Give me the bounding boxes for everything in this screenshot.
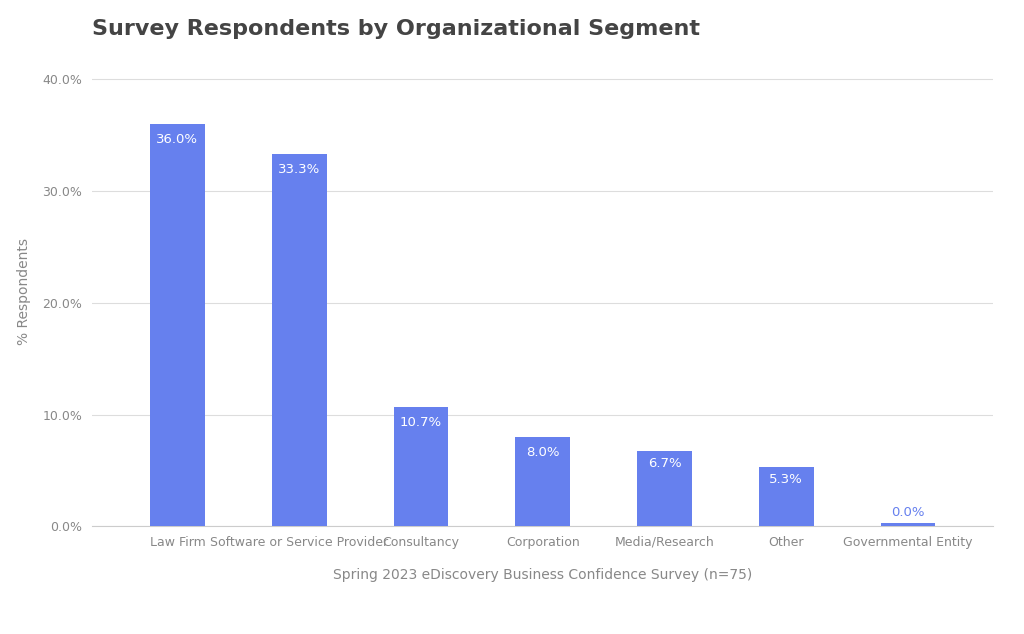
Text: 33.3%: 33.3% [279,163,321,176]
Bar [393,406,449,526]
Bar [150,124,205,526]
Bar [759,467,814,526]
Text: 36.0%: 36.0% [157,133,199,146]
Y-axis label: % Respondents: % Respondents [17,238,32,345]
Text: 5.3%: 5.3% [769,472,803,486]
X-axis label: Spring 2023 eDiscovery Business Confidence Survey (n=75): Spring 2023 eDiscovery Business Confiden… [333,569,753,583]
Bar [271,154,327,526]
Bar [881,524,936,526]
Text: 8.0%: 8.0% [526,446,559,459]
Text: Survey Respondents by Organizational Segment: Survey Respondents by Organizational Seg… [92,19,700,39]
Bar [637,451,692,526]
Text: 0.0%: 0.0% [891,506,925,519]
Text: 10.7%: 10.7% [400,416,442,429]
Bar [515,437,570,526]
Text: 6.7%: 6.7% [648,457,681,470]
